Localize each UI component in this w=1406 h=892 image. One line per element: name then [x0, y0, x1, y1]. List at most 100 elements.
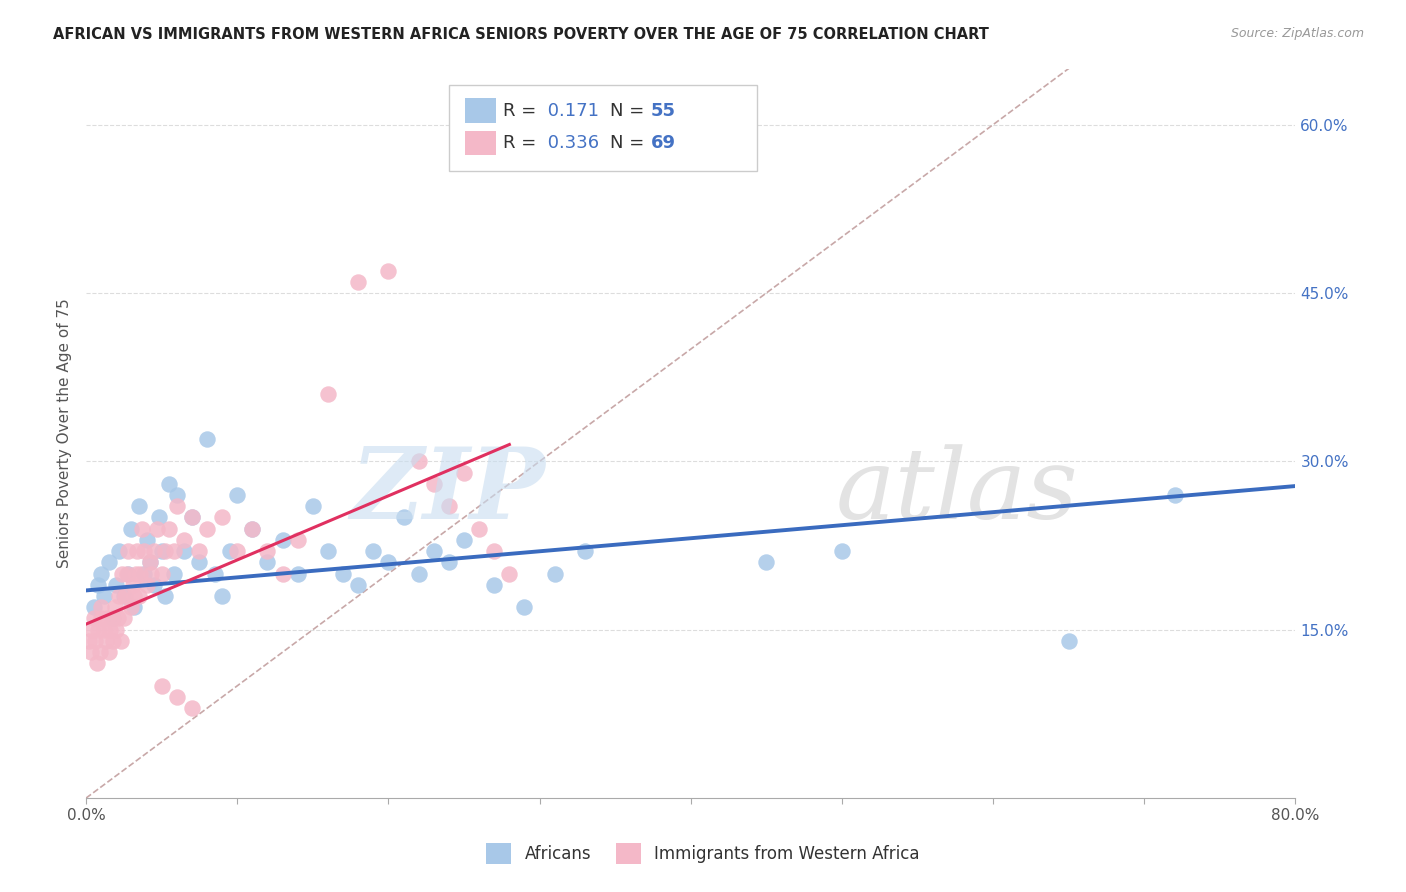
- Point: [93, 589, 115, 603]
- Text: atlas: atlas: [837, 444, 1078, 540]
- Point: [77, 634, 100, 648]
- Point: [97, 555, 120, 569]
- Point: [108, 544, 131, 558]
- Point: [146, 522, 169, 536]
- Text: N =: N =: [610, 134, 644, 152]
- Point: [166, 488, 188, 502]
- Point: [163, 544, 186, 558]
- Point: [226, 488, 249, 502]
- Point: [122, 578, 145, 592]
- Point: [112, 611, 135, 625]
- Point: [392, 510, 415, 524]
- Point: [115, 566, 138, 581]
- Text: ZIP: ZIP: [350, 443, 546, 540]
- Text: 0.171: 0.171: [541, 102, 599, 120]
- Point: [98, 623, 121, 637]
- Point: [437, 555, 460, 569]
- Point: [84, 634, 107, 648]
- Point: [153, 544, 176, 558]
- Point: [163, 566, 186, 581]
- Point: [89, 645, 111, 659]
- Point: [195, 432, 218, 446]
- Point: [97, 645, 120, 659]
- Text: 69: 69: [651, 134, 676, 152]
- Point: [117, 544, 139, 558]
- Point: [138, 555, 160, 569]
- Point: [129, 566, 152, 581]
- Point: [128, 589, 150, 603]
- Point: [104, 600, 127, 615]
- Point: [150, 544, 173, 558]
- Point: [1163, 488, 1185, 502]
- Point: [468, 522, 491, 536]
- Point: [218, 544, 240, 558]
- Point: [112, 589, 135, 603]
- Point: [96, 611, 118, 625]
- Point: [755, 555, 778, 569]
- Point: [1057, 634, 1080, 648]
- Point: [240, 522, 263, 536]
- Point: [103, 634, 125, 648]
- Point: [180, 510, 202, 524]
- Text: Source: ZipAtlas.com: Source: ZipAtlas.com: [1230, 27, 1364, 40]
- Text: N =: N =: [610, 102, 644, 120]
- Point: [188, 555, 211, 569]
- Point: [256, 544, 278, 558]
- Point: [83, 611, 105, 625]
- Point: [377, 555, 399, 569]
- Point: [484, 578, 506, 592]
- Point: [166, 500, 188, 514]
- Point: [87, 578, 110, 592]
- Point: [83, 600, 105, 615]
- Point: [240, 522, 263, 536]
- Point: [90, 611, 112, 625]
- Text: 0.336: 0.336: [541, 134, 599, 152]
- Point: [105, 623, 128, 637]
- Text: AFRICAN VS IMMIGRANTS FROM WESTERN AFRICA SENIORS POVERTY OVER THE AGE OF 75 COR: AFRICAN VS IMMIGRANTS FROM WESTERN AFRIC…: [53, 27, 990, 42]
- Point: [211, 510, 233, 524]
- Point: [103, 611, 125, 625]
- Point: [332, 566, 354, 581]
- Point: [173, 533, 195, 547]
- Point: [132, 566, 155, 581]
- Point: [211, 589, 233, 603]
- Point: [131, 522, 153, 536]
- Point: [831, 544, 853, 558]
- Point: [153, 589, 176, 603]
- Point: [150, 679, 173, 693]
- Point: [139, 566, 162, 581]
- FancyBboxPatch shape: [464, 130, 496, 155]
- Point: [498, 566, 520, 581]
- Point: [423, 476, 446, 491]
- Point: [316, 387, 339, 401]
- Point: [173, 544, 195, 558]
- Point: [79, 645, 101, 659]
- Point: [256, 555, 278, 569]
- Point: [124, 600, 146, 615]
- Point: [271, 566, 294, 581]
- Point: [188, 544, 211, 558]
- Point: [132, 544, 155, 558]
- Point: [138, 555, 160, 569]
- Text: 55: 55: [651, 102, 676, 120]
- Point: [111, 566, 134, 581]
- Point: [82, 623, 104, 637]
- Point: [135, 578, 157, 592]
- Point: [423, 544, 446, 558]
- Point: [287, 566, 309, 581]
- Point: [347, 275, 370, 289]
- Point: [108, 589, 131, 603]
- Point: [94, 634, 117, 648]
- Point: [271, 533, 294, 547]
- Text: R =: R =: [503, 134, 537, 152]
- Point: [127, 544, 149, 558]
- Point: [135, 533, 157, 547]
- Point: [87, 623, 110, 637]
- Point: [90, 566, 112, 581]
- Point: [90, 600, 112, 615]
- Point: [453, 533, 475, 547]
- Point: [143, 544, 166, 558]
- Point: [143, 578, 166, 592]
- Point: [150, 566, 173, 581]
- Point: [120, 522, 142, 536]
